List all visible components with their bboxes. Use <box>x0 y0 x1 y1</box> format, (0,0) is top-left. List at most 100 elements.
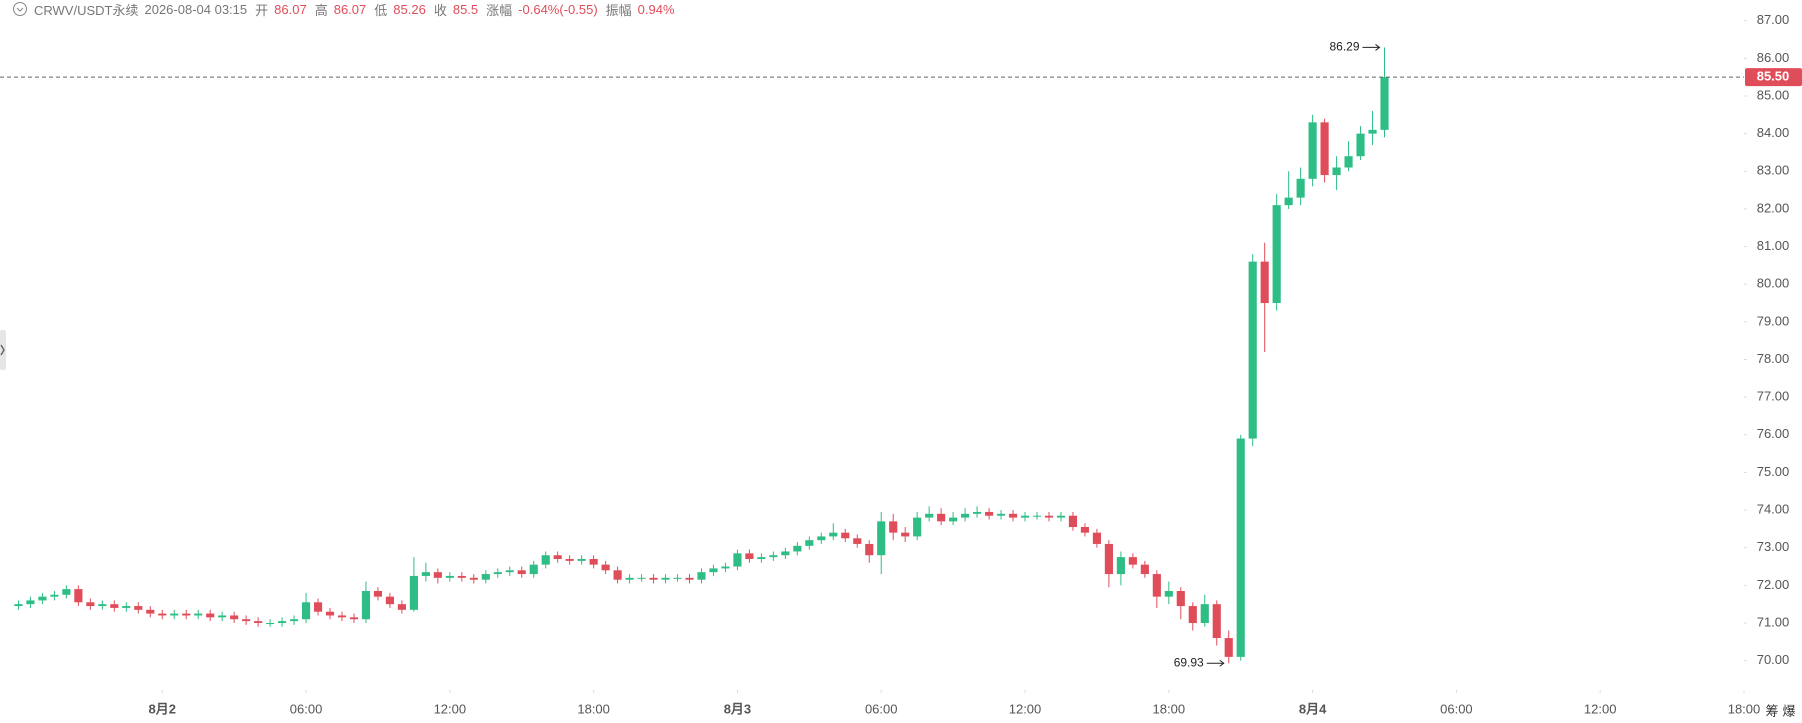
last-price-tag <box>1745 68 1802 87</box>
candle-body <box>325 611 335 616</box>
field-value: 0.94% <box>637 1 675 17</box>
candle-body <box>853 538 862 544</box>
candle-body <box>1128 557 1137 565</box>
candle-body <box>1308 122 1317 179</box>
x-tick-label: 18:00 <box>1153 701 1186 716</box>
candle-body <box>170 613 179 616</box>
candle-body <box>961 513 970 518</box>
candle-body <box>98 604 107 607</box>
marker-arrowhead <box>1219 659 1225 667</box>
y-tick-label: 85.00 <box>1757 87 1790 102</box>
candle-body <box>817 536 826 541</box>
candle-body <box>50 594 59 597</box>
header: CRWV/USDT永续 2026-08-04 03:15 开 86.07 高 86.0… <box>12 0 683 18</box>
candle-body <box>469 577 478 580</box>
candle-body <box>110 604 119 608</box>
candle-body <box>649 577 658 580</box>
candle-body <box>86 602 95 607</box>
candle-body <box>757 557 766 560</box>
candle-body <box>781 551 790 556</box>
candle-body <box>793 545 802 552</box>
y-tick-label: 71.00 <box>1757 614 1790 629</box>
x-tick-label: 18:00 <box>1728 701 1761 716</box>
y-tick-label: 84.00 <box>1757 125 1790 140</box>
candle-body <box>14 604 23 607</box>
candle-body <box>661 577 670 580</box>
candle-body <box>601 564 610 571</box>
collapse-icon[interactable] <box>12 1 28 17</box>
candle-body <box>278 621 287 623</box>
y-tick-label: 77.00 <box>1757 389 1790 404</box>
side-handle[interactable] <box>0 330 6 370</box>
candle-body <box>266 622 275 624</box>
candle-body <box>337 615 347 618</box>
candle-body <box>1092 532 1101 544</box>
candle-body <box>385 596 394 605</box>
x-tick-label: 8月4 <box>1299 701 1327 716</box>
y-tick-label: 76.00 <box>1757 426 1790 441</box>
x-tick-label: 12:00 <box>1584 701 1617 716</box>
candle-body <box>301 602 311 620</box>
x-tick-label: 8月3 <box>724 701 751 716</box>
toolbar-button[interactable]: 爆 <box>1782 703 1795 718</box>
candle-body <box>505 570 514 573</box>
candle-body <box>889 521 898 533</box>
field-value: 86.07 <box>274 1 307 17</box>
candle-body <box>1344 156 1353 168</box>
candle-body <box>697 572 706 580</box>
low-label: 69.93 <box>1174 655 1204 669</box>
candle-body <box>925 513 934 518</box>
candle-body <box>1248 261 1257 439</box>
candle-body <box>445 575 454 578</box>
candle-body <box>1284 197 1293 206</box>
x-tick-label: 06:00 <box>865 701 898 716</box>
y-tick-label: 82.00 <box>1757 200 1790 215</box>
candle-body <box>397 604 406 610</box>
candle-body <box>1200 604 1209 623</box>
candle-body <box>493 572 502 575</box>
candle-body <box>1356 133 1365 157</box>
last-price-label: 85.50 <box>1757 69 1790 84</box>
candle-body <box>26 600 35 605</box>
candle-body <box>1188 606 1197 623</box>
candle-body <box>901 532 910 537</box>
candle-body <box>553 555 562 560</box>
candle-body <box>361 590 371 620</box>
y-tick-label: 86.00 <box>1757 50 1790 65</box>
x-tick-label: 12:00 <box>434 701 467 716</box>
candle-body <box>206 613 215 618</box>
candle-body <box>373 590 383 597</box>
candle-body <box>1032 515 1042 517</box>
candle-body <box>1104 543 1113 575</box>
candle-body <box>733 553 742 567</box>
candle-body <box>1056 515 1066 518</box>
candle-body <box>721 566 730 569</box>
candle-body <box>1380 77 1389 130</box>
candle-body <box>1008 513 1018 518</box>
candle-body <box>589 559 598 565</box>
candle-body <box>865 543 874 556</box>
candle-body <box>1272 205 1281 304</box>
candle-body <box>841 532 850 539</box>
y-tick-label: 73.00 <box>1757 539 1790 554</box>
candle-body <box>1212 604 1221 639</box>
candle-body <box>38 596 47 601</box>
field-label: 收 <box>433 2 447 18</box>
candle-body <box>529 564 538 575</box>
x-tick-label: 8月2 <box>149 701 176 716</box>
candle-body <box>1068 515 1078 528</box>
candle-body <box>973 511 982 514</box>
candle-body <box>1164 590 1173 597</box>
candle-body <box>1368 129 1377 134</box>
side-handle-arrow <box>0 344 5 356</box>
x-tick-label: 06:00 <box>290 701 323 716</box>
candle-body <box>254 621 263 623</box>
toolbar-button[interactable]: 筹 <box>1765 703 1778 718</box>
candle-body <box>74 589 83 603</box>
candle-body <box>433 572 442 578</box>
candle-body <box>1044 515 1054 518</box>
candle-body <box>313 602 323 612</box>
candle-body <box>349 617 359 620</box>
candle-body <box>1020 515 1030 518</box>
